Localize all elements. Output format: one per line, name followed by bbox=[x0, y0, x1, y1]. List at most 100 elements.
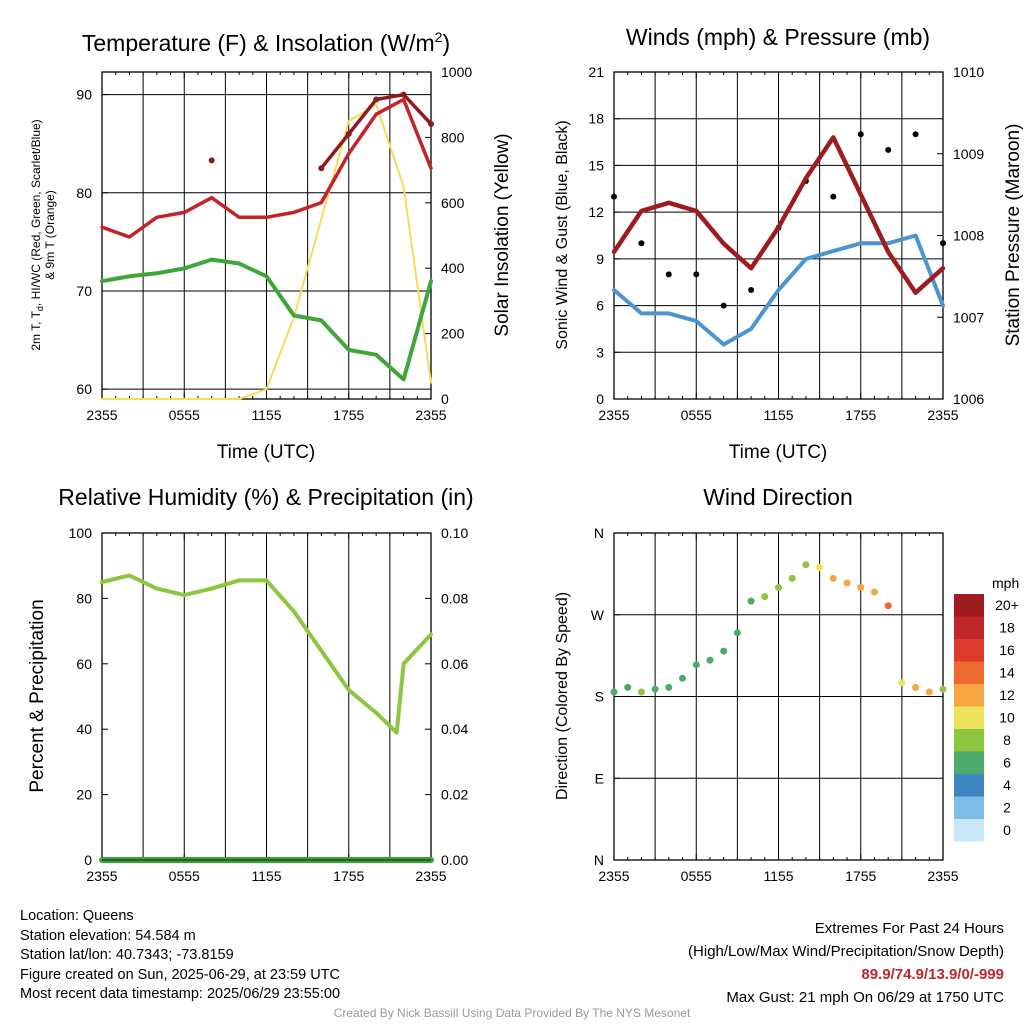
temp-ytick-label: 90 bbox=[76, 87, 92, 103]
temp-ytick-label: 70 bbox=[76, 283, 92, 299]
gust-point bbox=[748, 287, 755, 293]
dir-ytick-label: S bbox=[595, 689, 604, 705]
wind-y2tick-label: 1008 bbox=[953, 228, 984, 244]
heat-index-point bbox=[400, 91, 407, 98]
wind-xtick-label: 1155 bbox=[763, 407, 793, 423]
wind-xtick-label: 0555 bbox=[681, 407, 712, 423]
heat-index-point bbox=[208, 157, 215, 164]
gust-point bbox=[611, 193, 617, 200]
temp-plot: 2355 0555 1155 1755 2355 60 70 80 90 0 200 400 600 80… bbox=[76, 64, 472, 423]
wind-y2label: Station Pressure (Maroon) bbox=[1003, 124, 1024, 347]
temp-title: Temperature (F) & Insolation (W/m2) bbox=[82, 29, 450, 56]
rh-xtick-label: 1155 bbox=[251, 868, 281, 884]
direction-point bbox=[610, 688, 618, 696]
temperature-line bbox=[100, 97, 433, 239]
credit-text: Created By Nick Bassill Using Data Provi… bbox=[333, 1006, 691, 1020]
legend-label: 0 bbox=[1003, 822, 1011, 838]
temp-xtick-label: 0555 bbox=[169, 407, 200, 423]
rh-y2tick-label: 0.10 bbox=[441, 525, 468, 541]
heat-index-point bbox=[428, 121, 434, 127]
direction-point bbox=[624, 683, 632, 691]
direction-point bbox=[788, 574, 796, 582]
wind-ytick-label: 21 bbox=[588, 64, 604, 80]
temp-xtick-label: 2355 bbox=[415, 407, 446, 423]
direction-point bbox=[733, 629, 741, 637]
direction-point bbox=[706, 656, 714, 664]
wind-y2tick-label: 1010 bbox=[953, 64, 984, 80]
legend-label: 16 bbox=[999, 642, 1015, 658]
gust-point bbox=[720, 302, 727, 309]
temp-y2label: Solar Insolation (Yellow) bbox=[492, 133, 513, 336]
legend-swatch bbox=[954, 796, 984, 819]
direction-point bbox=[665, 683, 673, 691]
temp-xlabel: Time (UTC) bbox=[217, 442, 316, 463]
rh-y2tick-label: 0.02 bbox=[441, 787, 468, 803]
created-text: Figure created on Sun, 2025-06-29, at 23… bbox=[20, 966, 340, 983]
temp-ylabel-2: & 9m T (Orange) bbox=[43, 190, 57, 280]
temp-y2tick-label: 400 bbox=[441, 260, 465, 276]
direction-point bbox=[637, 688, 645, 696]
dir-ytick-label: N bbox=[594, 525, 604, 541]
legend-swatch bbox=[954, 684, 984, 707]
legend-label: 4 bbox=[1003, 777, 1011, 793]
gust-point bbox=[912, 131, 919, 138]
pressure-line bbox=[611, 135, 946, 295]
wind-ytick-label: 18 bbox=[588, 111, 604, 127]
rh-ytick-label: 80 bbox=[76, 590, 92, 606]
temp-y2tick-label: 800 bbox=[441, 129, 465, 145]
wind-xlabel: Time (UTC) bbox=[729, 442, 828, 463]
legend-title: mph bbox=[992, 575, 1019, 591]
dir-xtick-label: 2355 bbox=[927, 868, 958, 884]
direction-point bbox=[912, 683, 920, 691]
temp-ytick-label: 60 bbox=[76, 381, 92, 397]
legend-swatch bbox=[954, 706, 984, 729]
legend-label: 2 bbox=[1003, 800, 1011, 816]
temp-y2tick-label: 0 bbox=[441, 391, 449, 407]
temp-ytick-label: 80 bbox=[76, 185, 92, 201]
temp-xtick-label: 1155 bbox=[251, 407, 281, 423]
heat-index-point bbox=[373, 96, 380, 103]
gust-point bbox=[830, 193, 837, 200]
rh-y2tick-label: 0.00 bbox=[441, 852, 468, 868]
station-info: Location: Queens Station elevation: 54.5… bbox=[20, 907, 340, 1005]
latlon-text: Station lat/lon: 40.7343; -73.8159 bbox=[20, 947, 234, 963]
gust-point bbox=[857, 131, 864, 138]
dir-xtick-label: 1155 bbox=[763, 868, 793, 884]
legend-swatch bbox=[954, 751, 984, 774]
legend-swatch bbox=[954, 661, 984, 684]
rh-y2tick-label: 0.06 bbox=[441, 656, 468, 672]
temp-xtick-label: 2355 bbox=[86, 407, 117, 423]
legend-swatch bbox=[954, 639, 984, 662]
direction-point bbox=[720, 647, 728, 655]
rh-plot: 2355 0555 1155 1755 23550204060801000.000.02… bbox=[69, 525, 469, 884]
rh-xtick-label: 1755 bbox=[333, 868, 364, 884]
rh-ytick-label: 40 bbox=[76, 721, 92, 737]
gust-point bbox=[885, 146, 892, 153]
direction-point bbox=[692, 661, 700, 669]
direction-point bbox=[884, 602, 892, 610]
dir-xtick-label: 2355 bbox=[598, 868, 629, 884]
legend-label: 14 bbox=[999, 665, 1015, 681]
wind-title: Winds (mph) & Pressure (mb) bbox=[626, 24, 930, 50]
dewpoint-line bbox=[100, 257, 433, 382]
direction-point bbox=[829, 574, 837, 582]
temp-y2tick-label: 600 bbox=[441, 195, 465, 211]
speed-legend: mph 20+ 18 16 14 12 10 8 6 4 2 0 bbox=[954, 575, 1019, 842]
legend-label: 6 bbox=[1003, 755, 1011, 771]
rh-ytick-label: 60 bbox=[76, 656, 92, 672]
wind-ytick-label: 15 bbox=[588, 157, 604, 173]
max-gust-text: Max Gust: 21 mph On 06/29 at 1750 UTC bbox=[726, 989, 1004, 1006]
legend-swatch bbox=[954, 616, 984, 639]
wind-xtick-label: 1755 bbox=[845, 407, 876, 423]
heat-index-point bbox=[345, 130, 352, 137]
rh-ylabel: Percent & Precipitation bbox=[27, 599, 48, 792]
rh-xtick-label: 0555 bbox=[169, 868, 200, 884]
temp-ylabel: 2m T, Td, HI/WC (Red, Green, Scarlet/Blu… bbox=[29, 119, 45, 350]
legend-swatch bbox=[954, 774, 984, 797]
rh-y2tick-label: 0.08 bbox=[441, 590, 468, 606]
direction-point bbox=[761, 593, 769, 601]
elevation-text: Station elevation: 54.584 m bbox=[20, 927, 196, 944]
wind-ytick-label: 6 bbox=[596, 298, 604, 314]
extremes-subtitle: (High/Low/Max Wind/Precipitation/Snow De… bbox=[688, 943, 1004, 960]
direction-point bbox=[802, 561, 810, 569]
